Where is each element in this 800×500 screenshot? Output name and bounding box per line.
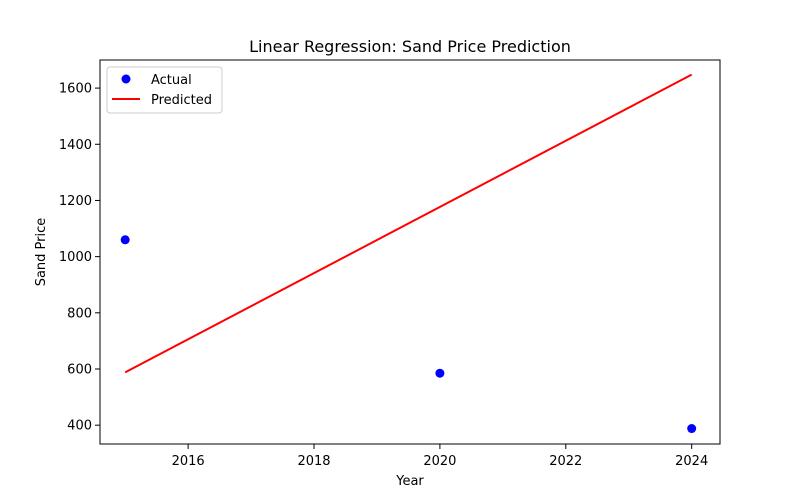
legend-label-actual: Actual <box>151 73 192 88</box>
y-tick-label: 400 <box>67 419 92 434</box>
y-tick-label: 800 <box>67 306 92 321</box>
legend-label-predicted: Predicted <box>151 93 212 108</box>
plot-area <box>99 59 721 445</box>
y-tick-label: 1600 <box>59 82 92 97</box>
predicted-line <box>124 73 693 374</box>
y-tick-label: 1000 <box>59 250 92 265</box>
x-axis-title: Year <box>395 474 424 489</box>
y-axis-ticks: 400 600 800 1000 1200 1400 1600 <box>59 82 100 434</box>
chart-title: Linear Regression: Sand Price Prediction <box>249 37 571 56</box>
y-tick-label: 600 <box>67 362 92 377</box>
y-tick-label: 1400 <box>59 138 92 153</box>
actual-point <box>120 235 130 245</box>
x-tick-label: 2020 <box>423 454 456 469</box>
x-tick-label: 2024 <box>675 454 708 469</box>
legend: Actual Predicted <box>106 66 223 114</box>
y-tick-label: 1200 <box>59 194 92 209</box>
legend-box <box>106 66 223 114</box>
series-layer <box>120 73 697 434</box>
x-tick-label: 2022 <box>549 454 582 469</box>
x-tick-label: 2016 <box>172 454 205 469</box>
actual-point <box>687 424 697 434</box>
y-axis-title: Sand Price <box>34 218 49 287</box>
plot-frame <box>99 59 721 445</box>
x-tick-label: 2018 <box>297 454 330 469</box>
x-axis-ticks: 2016 2018 2020 2022 2024 <box>172 444 708 469</box>
actual-point <box>435 368 445 378</box>
legend-marker-actual <box>121 74 131 84</box>
